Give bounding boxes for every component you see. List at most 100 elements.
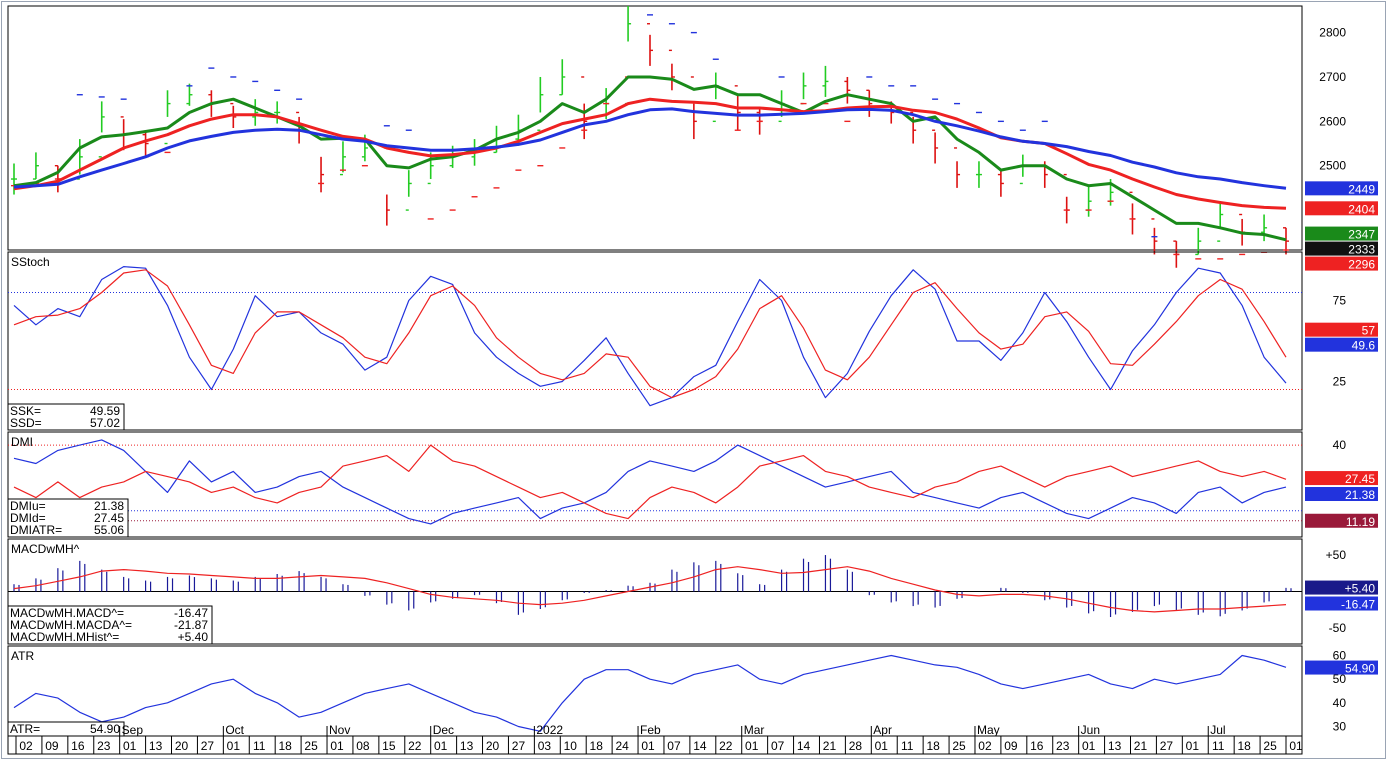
- pane-frame-price: [7, 5, 1303, 251]
- y-tick-label: 25: [1333, 374, 1347, 388]
- pane-title: DMI: [11, 435, 33, 449]
- pane-title: MACDwMH^: [11, 542, 80, 556]
- month-label: May: [977, 723, 1000, 737]
- x-tick-label: 14: [693, 739, 707, 753]
- x-tick-label: 01: [745, 739, 759, 753]
- value-badge: [1305, 226, 1378, 241]
- x-tick-label: 25: [304, 739, 318, 753]
- x-tick-label: 28: [849, 739, 863, 753]
- month-label: 2022: [536, 723, 563, 737]
- pane-frame-sstoch: [7, 251, 1303, 431]
- readout-value: 55.06: [94, 523, 124, 537]
- value-badge-text: 11.19: [1346, 515, 1375, 529]
- x-tick-label: 03: [538, 739, 552, 753]
- x-tick-label: 23: [97, 739, 111, 753]
- x-tick-label: 01: [330, 739, 344, 753]
- x-tick-label: 20: [486, 739, 500, 753]
- x-tick-label: 27: [201, 739, 215, 753]
- value-badge: [1305, 181, 1378, 196]
- month-label: Dec: [433, 723, 454, 737]
- value-badge-text: 54.90: [1345, 662, 1375, 676]
- month-label: Sep: [122, 723, 144, 737]
- x-tick-label: 14: [797, 739, 811, 753]
- x-tick-label: 09: [1004, 739, 1018, 753]
- y-tick-label: 2700: [1319, 70, 1346, 84]
- y-tick-label: 75: [1333, 294, 1347, 308]
- pane-title: SStoch: [11, 255, 50, 269]
- value-badge: [1305, 660, 1378, 675]
- x-tick-label: 20: [175, 739, 189, 753]
- x-tick-label: 18: [926, 739, 940, 753]
- pane-frame-dmi: [7, 431, 1303, 538]
- series-line-price: [13, 75, 1287, 242]
- readout-box: [7, 403, 125, 431]
- readout-value: 21.38: [94, 499, 124, 513]
- month-label: Apr: [873, 723, 892, 737]
- y-tick-label: 2800: [1319, 26, 1346, 40]
- series-line-dmi: [13, 444, 1287, 520]
- x-tick-label: 01: [1186, 739, 1200, 753]
- x-tick-label: 27: [512, 739, 526, 753]
- value-badge-text: 2333: [1348, 243, 1375, 257]
- x-tick-label: 18: [590, 739, 604, 753]
- x-tick-label: 11: [901, 739, 914, 753]
- month-label: Jul: [1210, 723, 1225, 737]
- x-tick-label: 01: [434, 739, 448, 753]
- y-tick-label: 60: [1333, 648, 1347, 662]
- month-label: Nov: [329, 723, 350, 737]
- value-badge: [1305, 596, 1378, 611]
- x-tick-label: 24: [615, 739, 629, 753]
- series-line-dmi: [13, 439, 1287, 525]
- series-line-atr: [13, 654, 1287, 732]
- x-tick-label: 11: [253, 739, 266, 753]
- readout-label: ATR=: [10, 722, 40, 736]
- x-tick-label: 25: [952, 739, 966, 753]
- readout-label: MACDwMH.MACD^=: [10, 606, 124, 620]
- value-badge: [1305, 256, 1378, 271]
- x-tick-label: 10: [564, 739, 578, 753]
- value-badge-text: 21.38: [1345, 488, 1375, 502]
- month-label: Oct: [225, 723, 244, 737]
- readout-value: -16.47: [174, 606, 208, 620]
- readout-label: SSK=: [10, 404, 41, 418]
- value-badge: [1305, 487, 1378, 502]
- value-badge-text: 27.45: [1345, 472, 1375, 486]
- value-badge: [1305, 580, 1378, 595]
- readout-label: MACDwMH.MACDA^=: [10, 618, 132, 632]
- readout-value: -21.87: [174, 618, 208, 632]
- pane-title: ATR: [11, 649, 34, 663]
- value-badge-text: 2296: [1348, 258, 1375, 272]
- y-tick-label: 50: [1333, 672, 1347, 686]
- x-tick-label: 15: [382, 739, 396, 753]
- x-tick-label: 01: [875, 739, 889, 753]
- x-tick-label: 22: [719, 739, 733, 753]
- x-tick-label: 21: [1134, 739, 1148, 753]
- value-badge: [1305, 322, 1378, 337]
- x-tick-label: 27: [1160, 739, 1174, 753]
- value-badge: [1305, 513, 1378, 528]
- month-label: Feb: [640, 723, 661, 737]
- value-badge-text: 2449: [1348, 182, 1375, 196]
- value-badge-text: -16.47: [1341, 598, 1375, 612]
- y-tick-label: 2600: [1319, 114, 1346, 128]
- x-tick-label: 01: [1082, 739, 1096, 753]
- readout-value: 27.45: [94, 511, 124, 525]
- readout-value: 57.02: [90, 416, 120, 430]
- series-line-sstoch: [13, 269, 1287, 399]
- value-badge-text: 2404: [1348, 202, 1375, 216]
- readout-box: [7, 605, 213, 645]
- value-badge-text: +5.40: [1345, 582, 1376, 596]
- x-tick-label: 07: [771, 739, 785, 753]
- x-tick-label: 01: [227, 739, 241, 753]
- x-tick-label: 02: [978, 739, 992, 753]
- value-badge-text: 49.6: [1352, 339, 1376, 353]
- month-label: Jun: [1081, 723, 1100, 737]
- x-tick-label: 13: [149, 739, 163, 753]
- y-tick-label: -50: [1329, 621, 1347, 635]
- x-tick-label: 18: [1237, 739, 1251, 753]
- x-tick-label: 18: [279, 739, 293, 753]
- x-tick-label: 16: [1030, 739, 1044, 753]
- x-tick-label: 22: [408, 739, 422, 753]
- x-tick-label: 01: [1289, 739, 1303, 753]
